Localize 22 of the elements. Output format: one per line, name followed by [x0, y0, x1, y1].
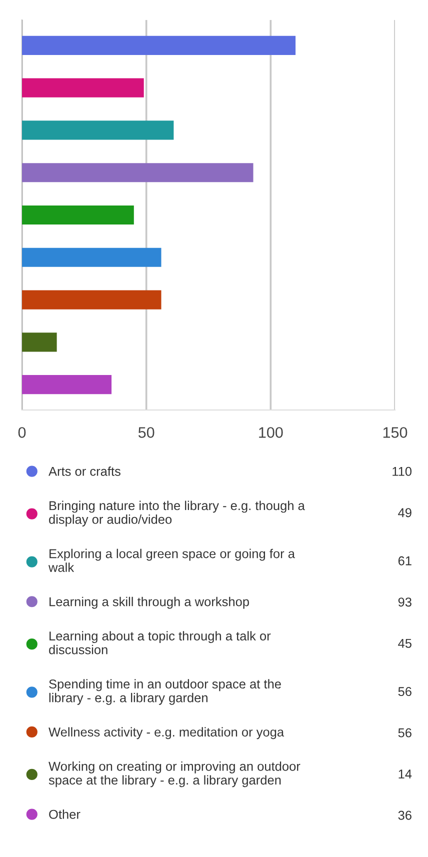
text: 110: [392, 466, 412, 476]
text: 93: [398, 598, 412, 607]
legend-label: Learning a skill through a workshop: [50, 596, 249, 609]
text: 36: [398, 810, 412, 820]
text: 56: [398, 728, 412, 738]
x-tick-label: 150: [383, 427, 408, 438]
legend-label: Arts or crafts: [48, 466, 120, 476]
text: 49: [398, 508, 412, 518]
legend-label: Exploring a local green space or going for a walk: [48, 548, 295, 572]
legend-label: Bringing nature into the library - e.g. though a display or audio/video: [49, 500, 305, 526]
text: 45: [398, 638, 412, 648]
x-tick-label: 50: [138, 427, 154, 438]
legend-label: Working on creating or improving an outdoor space at the library - e.g. a library garden: [48, 761, 300, 788]
text: 14: [398, 770, 412, 778]
text: 56: [398, 686, 412, 696]
text: 61: [398, 556, 412, 566]
legend-label: Spending time in an outdoor space at the library - e.g. a library garden: [49, 679, 281, 705]
x-tick-label: 0: [18, 427, 26, 438]
legend-label: Wellness activity - e.g. meditation or yoga: [48, 727, 284, 740]
legend-label: Other: [49, 809, 80, 819]
legend-label: Learning about a topic through a talk or discussion: [49, 631, 271, 654]
x-tick-label: 100: [259, 427, 283, 438]
